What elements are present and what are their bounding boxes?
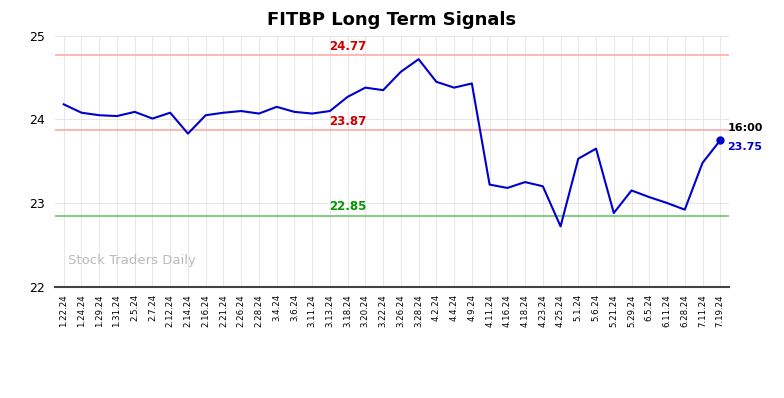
Text: 23.87: 23.87 — [329, 115, 366, 128]
Text: 24.77: 24.77 — [329, 39, 366, 53]
Text: 23.75: 23.75 — [728, 142, 762, 152]
Text: 22.85: 22.85 — [329, 200, 366, 213]
Text: 16:00: 16:00 — [728, 123, 763, 133]
Text: Stock Traders Daily: Stock Traders Daily — [68, 254, 196, 267]
Title: FITBP Long Term Signals: FITBP Long Term Signals — [267, 11, 517, 29]
